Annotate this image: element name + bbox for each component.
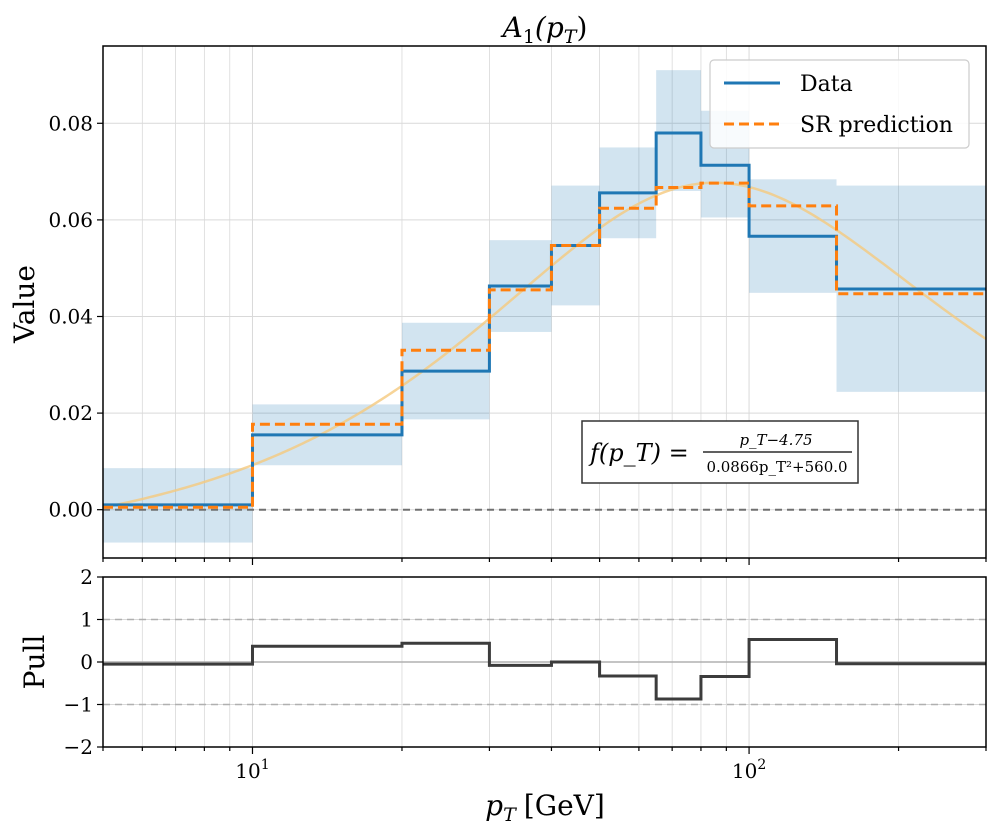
legend-sr-prediction-label: SR prediction	[800, 113, 953, 138]
pull-plot-frame	[102, 576, 987, 748]
chart-title-arg: (p	[535, 11, 564, 44]
fit-curve	[102, 181, 987, 509]
main-y-ticks: 0.00 0.02 0.04 0.06 0.08	[48, 111, 103, 522]
pull-y-tick-label: 2	[80, 565, 93, 589]
main-plot-frame	[102, 45, 987, 559]
chart-title-main: A	[500, 11, 523, 44]
main-x-ticks	[102, 558, 987, 565]
pull-step-line	[103, 637, 986, 701]
pull-reference-lines	[103, 618, 986, 706]
main-y-tick-label: 0.00	[48, 498, 93, 522]
legend: Data SR prediction	[709, 59, 970, 149]
main-y-tick-label: 0.02	[48, 401, 93, 425]
chart-title-arg-sub: T	[564, 26, 578, 48]
main-y-tick-label: 0.04	[48, 304, 93, 328]
fit-formula-denominator: 0.0866p_T²+560.0	[706, 458, 847, 476]
fit-formula-annotation: f(p_T) = p_T−4.75 0.0866p_T²+560.0	[581, 420, 859, 484]
x-axis-label-main: p	[485, 789, 503, 822]
pull-x-ticks	[102, 747, 987, 754]
x-tick-label-100-exp: 2	[757, 757, 766, 773]
x-axis-label-sub: T	[503, 804, 517, 826]
chart-title: A1(pT)	[500, 11, 588, 48]
x-axis-label: pT [GeV]	[485, 789, 605, 826]
chart-title-close: )	[576, 11, 587, 44]
pull-y-tick-label: −2	[64, 735, 93, 759]
x-tick-label-10-base: 10	[235, 759, 260, 783]
pull-y-axis-label: Pull	[18, 635, 51, 690]
uncertainty-band-bin	[656, 70, 701, 191]
sr-prediction-step-line	[103, 181, 986, 509]
x-tick-label-10-exp: 1	[261, 757, 270, 773]
pull-y-tick-label: −1	[64, 693, 93, 717]
main-y-tick-label: 0.06	[48, 208, 93, 232]
main-panel: 0.00 0.02 0.04 0.06 0.08 A1(pT) Value Data S…	[8, 11, 987, 565]
main-y-tick-label: 0.08	[48, 111, 93, 135]
x-tick-label-100-base: 10	[732, 759, 757, 783]
main-y-axis-label: Value	[8, 265, 41, 344]
x-tick-label-100: 102	[732, 757, 766, 783]
chart-title-sub: 1	[523, 26, 535, 48]
pull-y-tick-label: 1	[80, 608, 93, 632]
legend-data-label: Data	[800, 72, 853, 97]
x-tick-label-10: 101	[235, 757, 269, 783]
x-axis-label-unit: [GeV]	[524, 789, 605, 822]
pull-y-tick-label: 0	[80, 650, 93, 674]
pull-y-ticks: −2 −1 0 1 2	[64, 565, 103, 759]
fit-formula-numerator: p_T−4.75	[739, 431, 812, 449]
fit-formula-lhs: f(p_T) =	[588, 439, 689, 467]
